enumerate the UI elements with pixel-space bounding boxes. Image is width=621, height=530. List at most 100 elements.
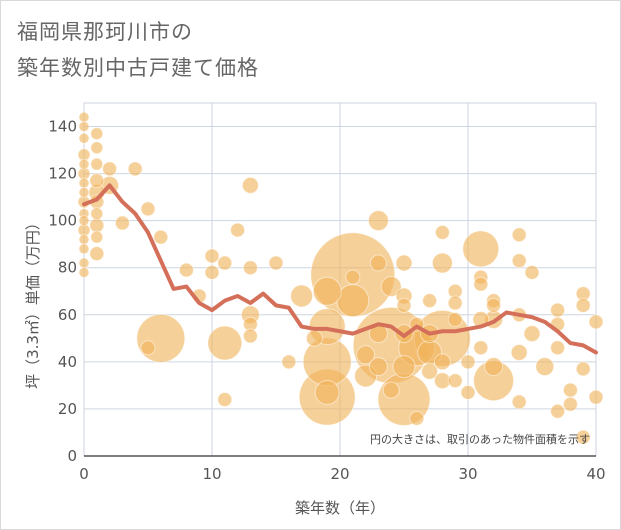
- bubble-point: [484, 357, 504, 377]
- bubble-point: [230, 222, 246, 238]
- bubble-point: [369, 254, 387, 272]
- bubble-point: [510, 343, 528, 361]
- x-tick-label: 30: [458, 465, 477, 483]
- bubble-point: [90, 157, 104, 171]
- bubble-point: [114, 215, 130, 231]
- bubble-point: [102, 161, 118, 177]
- bubble-point: [78, 257, 90, 269]
- bubble-point: [127, 161, 143, 177]
- bubble-point: [242, 328, 258, 344]
- bubble-point: [78, 215, 90, 227]
- bubble-point: [312, 276, 342, 306]
- bubble-point: [462, 230, 500, 268]
- bubble-point: [524, 264, 540, 280]
- bubble-point: [345, 269, 361, 285]
- bubble-point: [90, 127, 104, 141]
- bubble-point: [421, 362, 439, 380]
- bubble-point: [473, 340, 489, 356]
- grid-lines: [83, 102, 597, 457]
- bubble-point: [314, 379, 340, 405]
- bubble-point: [136, 313, 186, 363]
- tick-labels: 0 10 20 30 40 0 20 40 60 80 100 120 140: [48, 118, 605, 483]
- x-tick-label: 20: [330, 465, 349, 483]
- bubble-point: [550, 403, 566, 419]
- bubble-point: [78, 186, 90, 198]
- bubble-point: [486, 297, 502, 313]
- y-tick-label: 0: [67, 447, 77, 465]
- bubble-point: [90, 207, 104, 221]
- bubble-point: [380, 276, 402, 298]
- bubble-point: [153, 229, 169, 245]
- bubble-point: [473, 276, 489, 292]
- bubble-point: [550, 340, 566, 356]
- bubble-point: [268, 255, 284, 271]
- bubble-point: [575, 429, 591, 445]
- bubble-point: [78, 158, 90, 170]
- bubble-point: [78, 111, 90, 123]
- size-note: 円の大きさは、取引のあった物件面積を示す: [370, 432, 590, 446]
- bubble-point: [535, 357, 555, 377]
- bubble-point: [336, 284, 370, 318]
- trend-line: [82, 183, 598, 355]
- bubble-point: [89, 246, 105, 262]
- x-axis-label: 築年数（年）: [295, 499, 385, 517]
- bubble-point: [395, 254, 413, 272]
- bubble-point: [78, 177, 90, 189]
- bubble-point: [78, 266, 90, 278]
- x-tick-label: 0: [79, 465, 89, 483]
- bubble-point: [523, 325, 541, 343]
- bubble-point: [575, 361, 591, 377]
- bubble-point: [368, 357, 388, 377]
- bubble-point: [217, 392, 233, 408]
- bubble-point: [511, 227, 527, 243]
- title-line-2: 築年数別中古戸建て価格: [17, 56, 259, 80]
- chart-title: 福岡県那珂川市の 築年数別中古戸建て価格: [17, 14, 259, 86]
- bubble-point: [434, 224, 450, 240]
- bubble-point: [575, 297, 591, 313]
- bubble-point: [290, 284, 314, 308]
- bubble-point: [431, 252, 453, 274]
- y-tick-label: 140: [48, 118, 77, 136]
- bubble-point: [90, 230, 104, 244]
- bubble-point: [511, 253, 527, 269]
- title-line-1: 福岡県那珂川市の: [17, 20, 193, 44]
- x-tick-label: 40: [586, 465, 605, 483]
- bubble-point: [356, 345, 376, 365]
- bubble-point: [367, 210, 389, 232]
- bubble-point: [588, 389, 604, 405]
- bubble-point: [447, 312, 463, 328]
- bubble-point: [396, 297, 412, 313]
- bubble-point: [78, 233, 90, 245]
- bubble-point: [447, 295, 463, 311]
- bubble-point: [382, 381, 400, 399]
- y-tick-label: 20: [58, 400, 77, 418]
- bubble-point: [550, 302, 566, 318]
- y-tick-label: 100: [48, 212, 77, 230]
- bubble-point: [588, 314, 604, 330]
- bubble-point: [78, 243, 90, 255]
- bubble-point: [204, 248, 220, 264]
- bubble-point: [78, 132, 90, 144]
- y-tick-label: 40: [58, 353, 77, 371]
- bubble-point: [78, 121, 90, 133]
- bubble-point: [562, 382, 578, 398]
- bubble-point: [392, 355, 416, 379]
- bubble-point: [89, 173, 105, 189]
- bubble-point: [217, 255, 233, 271]
- bubble-point: [433, 353, 451, 371]
- bubble-point: [178, 262, 194, 278]
- bubble-layer: [77, 111, 604, 445]
- bubble-point: [460, 384, 476, 400]
- bubble-point: [204, 264, 220, 280]
- bubble-point: [409, 410, 425, 426]
- trend-layer: [82, 183, 598, 355]
- bubble-point: [305, 329, 323, 347]
- y-tick-label: 120: [48, 165, 77, 183]
- bubble-point: [242, 260, 258, 276]
- bubble-point: [207, 325, 243, 361]
- x-tick-label: 10: [202, 465, 221, 483]
- bubble-point: [460, 354, 476, 370]
- y-tick-label: 80: [58, 259, 77, 277]
- bubble-point: [90, 141, 104, 155]
